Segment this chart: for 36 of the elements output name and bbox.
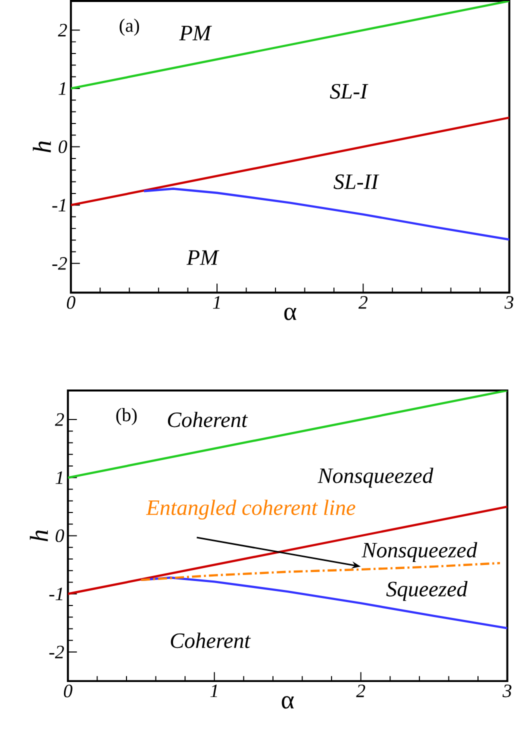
- annotation: PM: [179, 26, 212, 40]
- y-tick-label: 0: [58, 140, 67, 154]
- x-tick-label: 1: [212, 296, 220, 309]
- annotation: Squeezed: [386, 581, 468, 601]
- y-tick-label: 1: [55, 471, 62, 484]
- y-tick-label: -2: [49, 646, 64, 658]
- text: (b): [116, 408, 137, 426]
- y-axis-title: h: [32, 141, 51, 152]
- y-tick-label: 1: [58, 82, 66, 95]
- annotation: Coherent: [170, 632, 251, 648]
- x-tick-label: 3: [504, 296, 514, 309]
- x-axis-title: α: [282, 696, 294, 709]
- y-tick-label: 2: [54, 413, 64, 426]
- text: Entangled coherent line: [146, 500, 356, 520]
- line-series: [142, 188, 510, 241]
- line-series: [140, 576, 508, 630]
- y-tick-label: 0: [56, 529, 64, 542]
- y-axis-title: h: [30, 530, 48, 542]
- x-tick-label: 2: [358, 296, 368, 309]
- annotation: Nonsqueezed: [317, 468, 434, 488]
- x-tick-label: 3: [502, 684, 512, 698]
- text: (a): [120, 18, 139, 36]
- annotation: SL-II: [333, 174, 380, 190]
- y-tick-label: -1: [49, 588, 62, 600]
- x-tick-label: 2: [356, 684, 366, 698]
- y-tick-label: 2: [58, 24, 67, 36]
- y-tick-label: -1: [52, 198, 66, 212]
- annotation: Coherent: [168, 412, 248, 428]
- x-tick-label: 0: [66, 296, 76, 309]
- x-tick-label: 1: [210, 684, 217, 698]
- x-axis-title: α: [284, 308, 296, 320]
- line-series: [140, 562, 501, 582]
- annotation: PM: [186, 250, 220, 265]
- annotation: SL-I: [330, 84, 368, 99]
- y-tick-label: -2: [52, 257, 67, 270]
- annotation: Nonsqueezed: [361, 542, 478, 562]
